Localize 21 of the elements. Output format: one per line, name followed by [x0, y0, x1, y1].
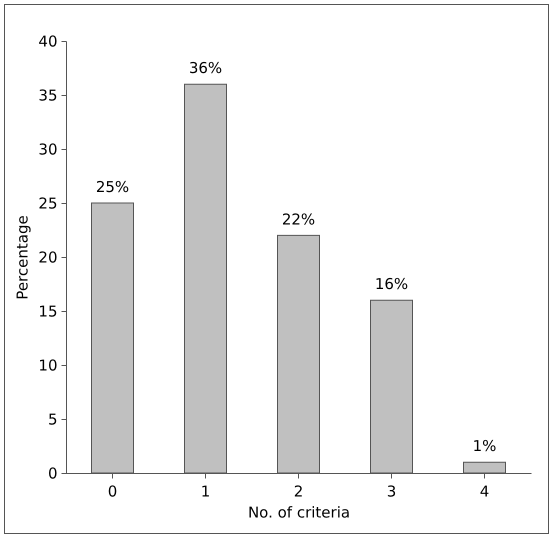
data-label: 1%	[472, 437, 496, 456]
data-label: 22%	[282, 210, 316, 228]
y-tick-label: 10	[38, 356, 58, 374]
y-tick-label: 0	[48, 464, 58, 482]
y-tick-label: 35	[38, 86, 58, 104]
y-tick-label: 15	[38, 302, 58, 320]
data-label: 25%	[96, 178, 130, 196]
x-tick-label: 3	[386, 482, 396, 500]
y-axis-title: Percentage	[13, 215, 32, 300]
y-tick-label: 40	[38, 32, 58, 50]
y-tick-label: 5	[48, 410, 58, 428]
x-tick-label: 0	[108, 482, 118, 500]
x-tick-label: 4	[480, 482, 490, 500]
x-axis-title: No. of criteria	[248, 504, 350, 522]
x-tick-label: 2	[294, 482, 304, 500]
x-tick-label: 1	[200, 482, 210, 500]
data-label: 36%	[188, 59, 222, 78]
y-tick-label: 20	[38, 248, 58, 266]
y-tick-label: 25	[38, 194, 58, 212]
data-label: 16%	[374, 275, 408, 294]
y-tick-label: 30	[38, 140, 58, 158]
